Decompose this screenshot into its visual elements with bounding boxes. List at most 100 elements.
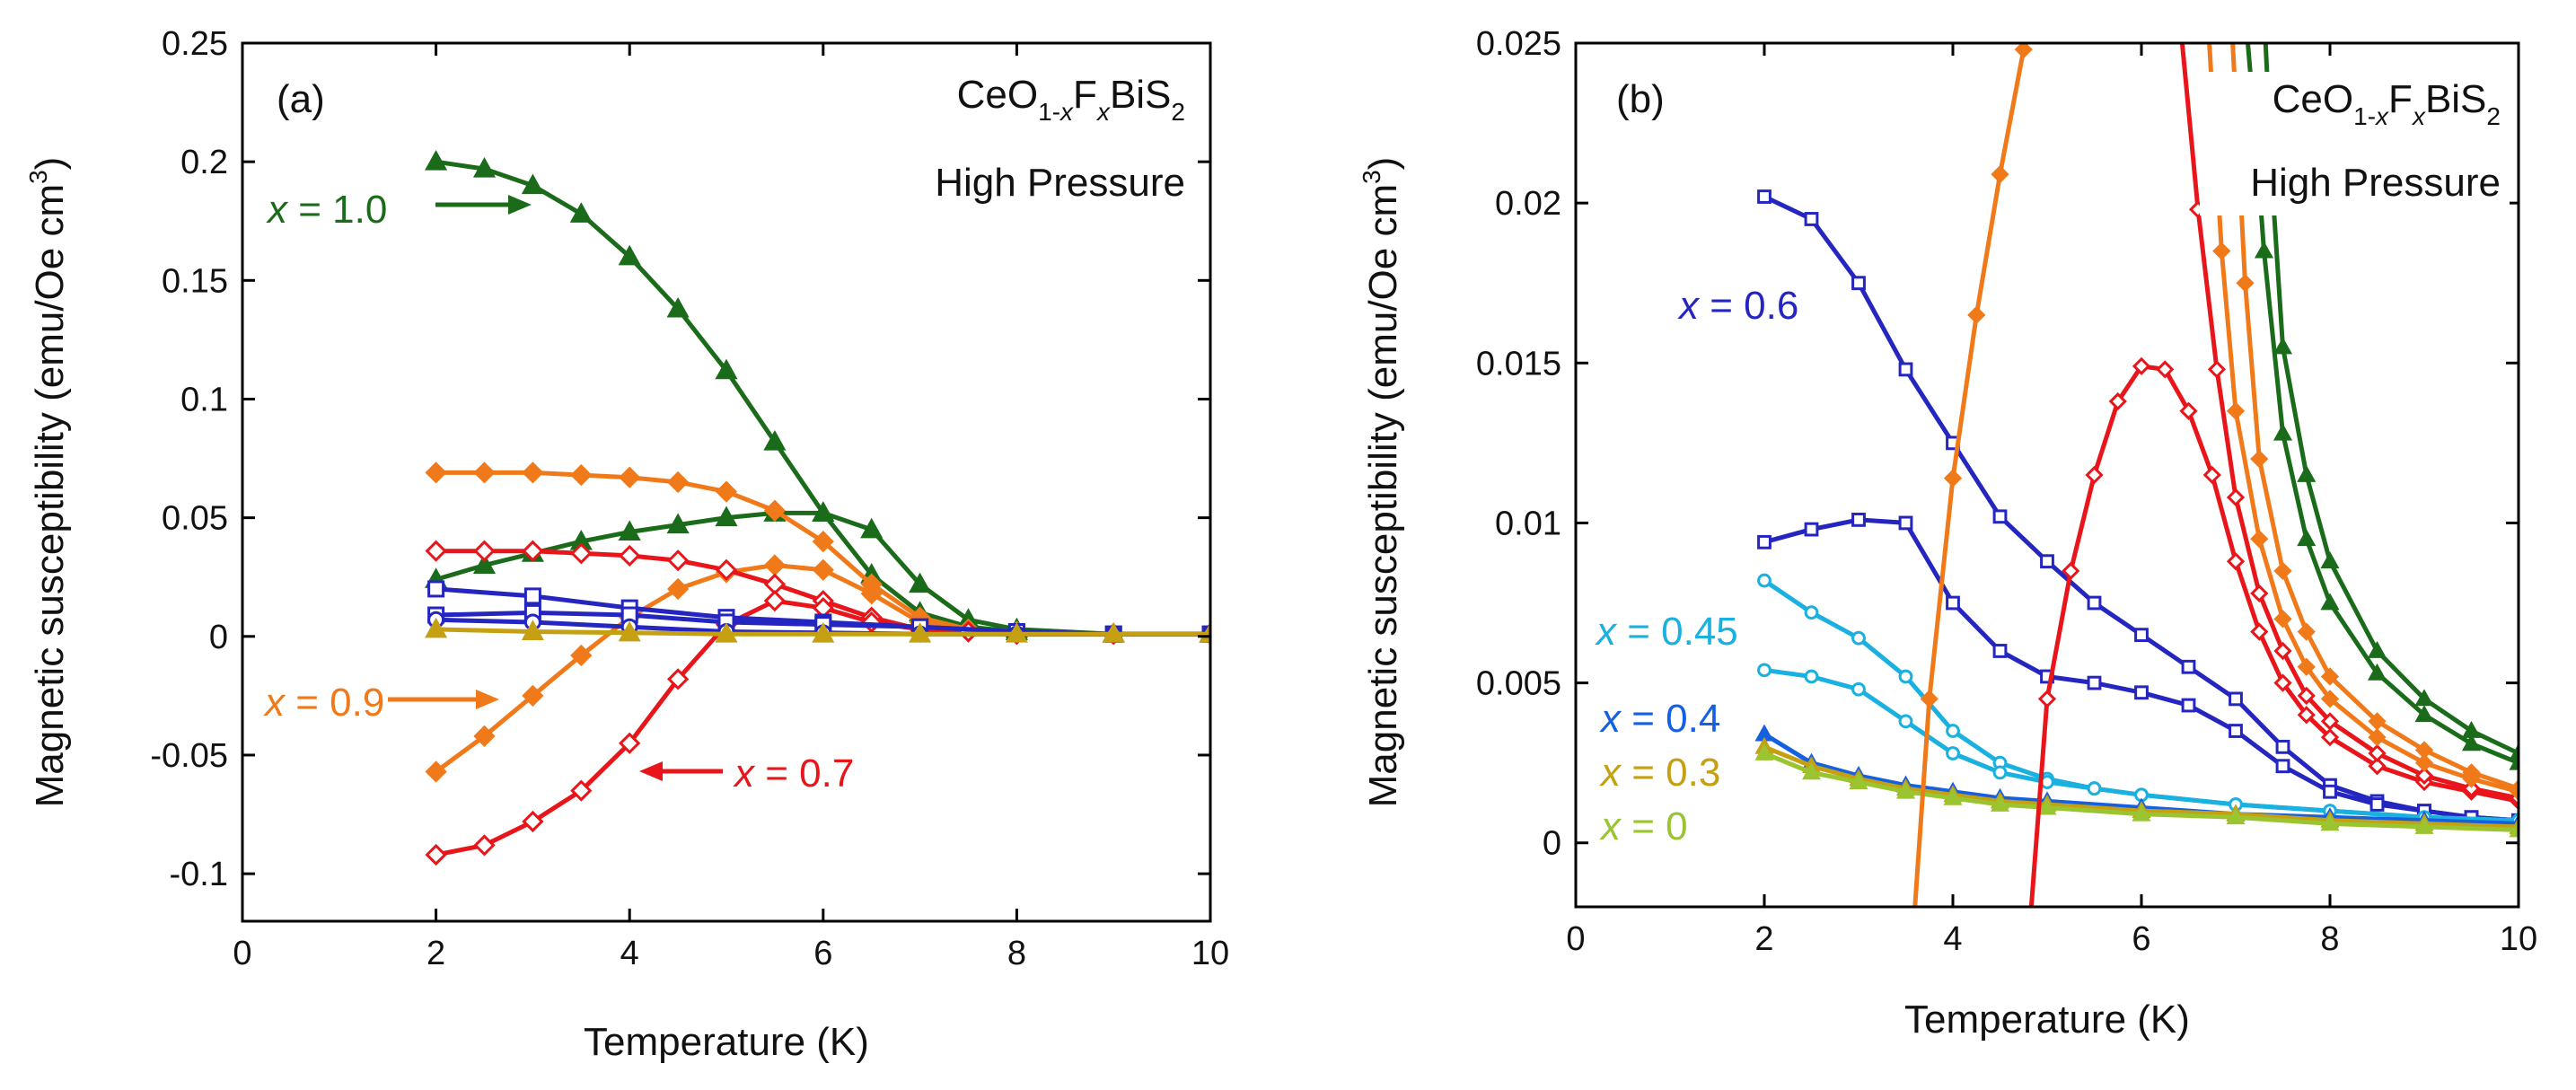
data-point: [1967, 305, 1986, 324]
series-line: [1763, 732, 2519, 826]
series-line: [2179, 43, 2519, 801]
series-line: [1763, 744, 2519, 830]
data-point: [2414, 705, 2434, 723]
data-point: [1804, 212, 1819, 226]
data-point: [522, 810, 544, 833]
data-point: [2229, 724, 2243, 738]
compound-formula-a: CeO1-xFxBiS2: [957, 73, 1185, 126]
data-point: [812, 558, 834, 581]
data-point: [2236, 274, 2255, 293]
data-point: [2320, 667, 2340, 686]
x-tick-label: 0: [1566, 920, 1585, 958]
data-point: [425, 150, 448, 171]
data-point: [2275, 739, 2290, 754]
data-point: [1757, 663, 1772, 678]
data-point: [2156, 360, 2175, 379]
data-point: [2367, 640, 2387, 658]
data-point: [619, 466, 641, 488]
data-point: [715, 480, 738, 503]
y-axis-label-a: Magnetic susceptibility (emu/Oe cm3): [24, 157, 72, 808]
data-point: [909, 572, 932, 593]
data-point: [2250, 530, 2269, 549]
data-point: [619, 732, 641, 754]
data-point: [1102, 622, 1125, 643]
panel-label-b: (b): [1616, 77, 1665, 121]
series-x-0-9-zfc-b: [2230, 43, 2519, 798]
data-point: [425, 540, 447, 562]
data-point: [2181, 659, 2196, 674]
data-point: [2368, 757, 2387, 776]
data-point: [2323, 784, 2337, 799]
annotation-x-0-4: x = 0.4: [1599, 697, 1720, 741]
data-point: [1903, 963, 1918, 978]
data-point: [473, 834, 496, 857]
data-point: [1757, 573, 1772, 588]
data-point: [2320, 551, 2340, 569]
data-point: [1898, 515, 1913, 531]
data-point: [2273, 610, 2292, 629]
y-tick-label: -0.05: [150, 737, 228, 775]
data-point: [2087, 781, 2102, 796]
data-point: [2414, 689, 2434, 707]
data-point: [1005, 622, 1028, 643]
y-tick-label: 0.01: [1495, 505, 1561, 542]
data-point: [2369, 797, 2385, 812]
y-tick-label: 0.2: [180, 144, 228, 181]
data-point: [666, 549, 690, 572]
data-point: [1946, 595, 1960, 611]
svg-text:Magnetic susceptibility (emu/O: Magnetic susceptibility (emu/Oe cm3): [24, 157, 72, 808]
data-point: [1851, 630, 1866, 646]
annotation-x-0-3: x = 0.3: [1599, 751, 1720, 795]
data-point: [618, 244, 641, 266]
data-point: [860, 583, 883, 605]
data-point: [1898, 362, 1913, 377]
data-point: [1801, 762, 1822, 780]
series-x-0-3: [425, 617, 1210, 643]
data-point: [2461, 734, 2482, 752]
x-tick-label: 10: [1191, 935, 1229, 972]
data-point: [2368, 743, 2387, 763]
data-point: [1754, 743, 1774, 760]
data-point: [2462, 763, 2481, 782]
data-point: [2297, 622, 2316, 641]
data-point: [2320, 712, 2340, 731]
data-point: [2238, 4, 2253, 16]
panel-label-a: (a): [277, 77, 325, 121]
x-axis-label-a: Temperature (K): [584, 1020, 869, 1064]
y-tick-label: -0.1: [170, 856, 228, 893]
data-point: [2207, 360, 2227, 379]
series-x-0-9-fc: [1903, 43, 2033, 978]
data-point: [2297, 686, 2316, 705]
data-point: [618, 620, 641, 642]
data-point: [521, 620, 544, 641]
compound-formula-b: CeO1-xFxBiS2: [2273, 77, 2501, 130]
data-point: [2368, 712, 2387, 731]
data-point: [2019, 963, 2034, 978]
data-point: [2320, 593, 2340, 611]
series-x-0-6-zfc: [1757, 189, 2519, 828]
data-point: [2132, 356, 2151, 375]
plot-area-a: [425, 150, 1210, 866]
annotation-x-0-7: x = 0.7: [733, 752, 854, 796]
data-point: [2275, 759, 2290, 774]
y-tick-label: 0: [1543, 825, 1561, 863]
data-point: [473, 725, 496, 747]
data-point: [1992, 765, 2008, 780]
data-point: [2509, 752, 2519, 770]
panel-b: Magnetic susceptibility (emu/Oe cm3) Tem…: [1358, 4, 2537, 1042]
y-tick-label: 0.05: [162, 500, 228, 538]
data-point: [2062, 561, 2080, 581]
data-point: [2320, 690, 2340, 708]
series-x-0-9-fc: [425, 554, 1210, 783]
data-point: [2087, 675, 2102, 690]
data-point: [812, 530, 834, 553]
x-tick-label: 8: [1007, 935, 1026, 972]
data-point: [666, 470, 690, 494]
data-point: [2132, 804, 2151, 822]
data-point: [523, 587, 541, 605]
x-tick-label: 4: [1943, 920, 1962, 958]
data-point: [473, 540, 496, 562]
data-point: [473, 461, 496, 484]
data-point: [666, 513, 690, 534]
y-tick-label: 0.15: [162, 262, 228, 300]
